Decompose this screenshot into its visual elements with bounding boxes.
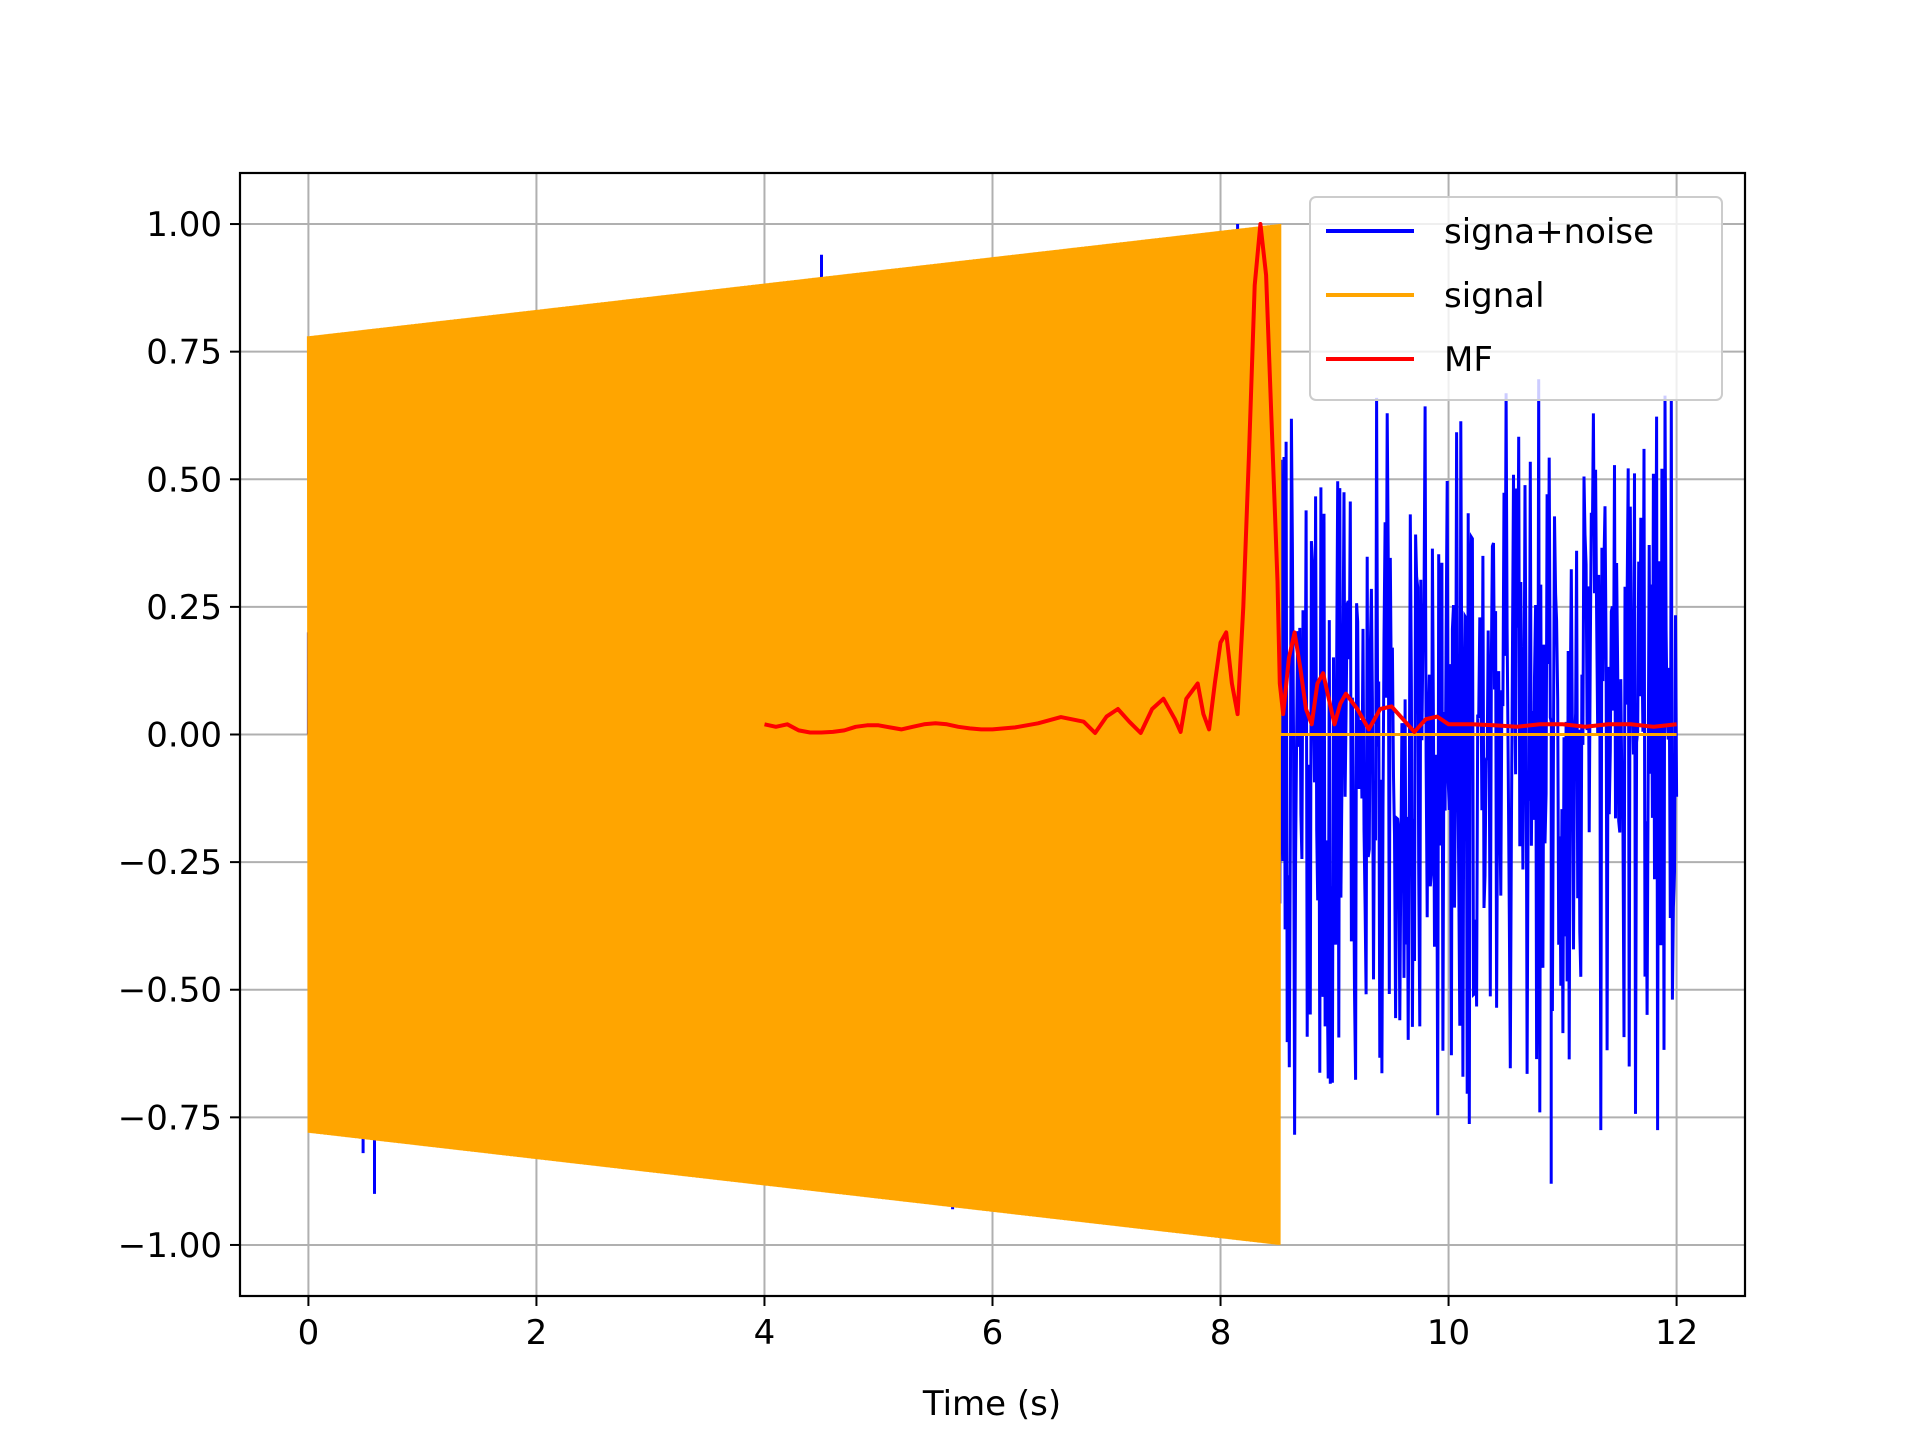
x-axis-title: Time (s) [922,1384,1061,1424]
legend-label: signa+noise [1444,212,1654,252]
series-line-mf [764,222,1677,735]
y-tick-label: −0.25 [118,843,222,883]
y-tick-label: −0.50 [118,971,222,1011]
y-tick-label: −1.00 [118,1226,222,1266]
x-tick-label: 8 [1210,1313,1232,1353]
axis-ticks: 0 2 4 6 8 10 12 1.00 0.75 0.50 0.25 0.00 −0.25 −0.50 −… [118,205,1698,1353]
x-tick-label: 12 [1655,1313,1698,1353]
x-tick-label: 4 [754,1313,776,1353]
plot-area [306,222,1679,1245]
x-tick-label: 10 [1427,1313,1470,1353]
y-tick-label: 0.25 [146,588,222,628]
legend-label: MF [1444,340,1493,380]
y-tick-label: 0.75 [146,333,222,373]
legend-box [1309,196,1723,401]
legend: signa+noise signal MF [1309,196,1723,401]
y-tick-label: 1.00 [146,205,222,245]
x-tick-label: 2 [526,1313,548,1353]
y-tick-label: 0.00 [146,716,222,756]
x-tick-label: 0 [298,1313,320,1353]
series-line-signal [306,223,1677,1245]
y-tick-label: −0.75 [118,1098,222,1138]
y-tick-label: 0.50 [146,460,222,500]
legend-label: signal [1444,276,1545,316]
x-tick-label: 6 [982,1313,1004,1353]
